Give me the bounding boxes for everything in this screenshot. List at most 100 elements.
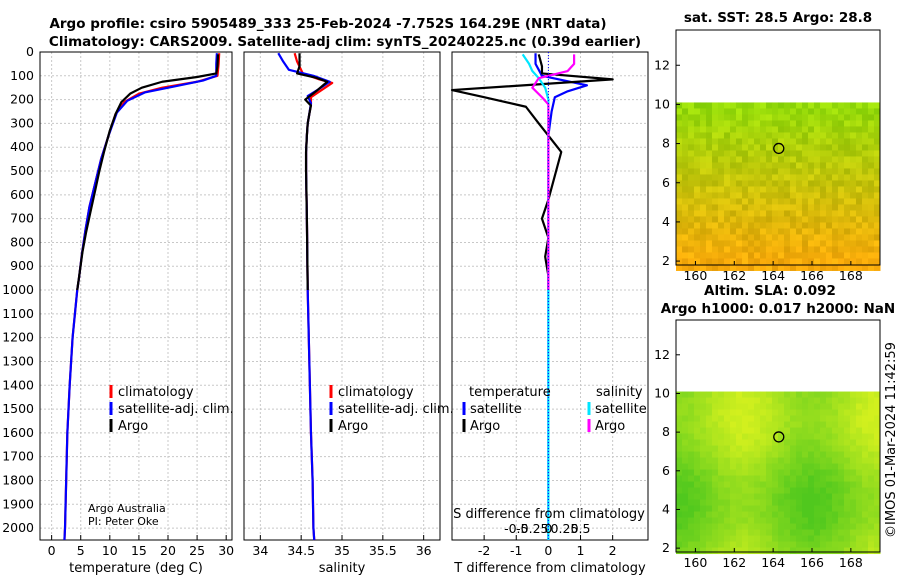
heat-cell: [778, 529, 785, 537]
heat-cell: [802, 415, 809, 423]
heat-cell: [676, 493, 683, 501]
heat-cell: [706, 505, 713, 513]
heat-cell: [742, 234, 749, 241]
heat-cell: [724, 120, 731, 127]
x-tick-label: 164: [761, 268, 785, 283]
heat-cell: [754, 180, 761, 187]
heat-cell: [820, 222, 827, 229]
heat-cell: [790, 535, 797, 543]
heat-cell: [730, 481, 737, 489]
y-tick-label: 0: [26, 44, 34, 59]
heat-cell: [784, 493, 791, 501]
heat-cell: [766, 228, 773, 235]
heat-cell: [706, 252, 713, 259]
heat-cell: [682, 210, 689, 217]
heat-cell: [826, 102, 833, 109]
x-tick-label: 30: [218, 543, 234, 558]
x-tick-label: 2: [609, 543, 617, 558]
heat-cell: [826, 114, 833, 121]
heat-cell: [718, 463, 725, 471]
credit-line2: PI: Peter Oke: [88, 515, 159, 528]
heat-cell: [826, 475, 833, 483]
heat-cell: [772, 445, 779, 453]
heat-cell: [808, 445, 815, 453]
heat-cell: [736, 523, 743, 531]
heat-cell: [820, 409, 827, 417]
heat-cell: [706, 403, 713, 411]
heat-cell: [820, 397, 827, 405]
heat-cell: [766, 439, 773, 447]
heat-cell: [784, 457, 791, 465]
heat-cell: [850, 114, 857, 121]
heat-cell: [856, 198, 863, 205]
x-tick-label: 15: [131, 543, 147, 558]
heat-cell: [676, 409, 683, 417]
heat-cell: [826, 547, 833, 555]
heat-cell: [700, 487, 707, 495]
heat-cell: [790, 126, 797, 133]
heat-cell: [712, 156, 719, 163]
heat-cell: [718, 192, 725, 199]
heat-cell: [730, 409, 737, 417]
heat-cell: [862, 427, 869, 435]
heat-cell: [694, 210, 701, 217]
heat-cell: [676, 535, 683, 543]
heat-cell: [766, 210, 773, 217]
heat-cell: [718, 415, 725, 423]
heat-cell: [802, 523, 809, 531]
heat-cell: [772, 499, 779, 507]
heat-cell: [760, 102, 767, 109]
heat-cell: [820, 541, 827, 549]
heat-cell: [778, 391, 785, 399]
y-tick-label: 400: [10, 139, 34, 154]
heat-cell: [850, 252, 857, 259]
heat-cell: [832, 529, 839, 537]
heat-cell: [838, 457, 845, 465]
heat-cell: [838, 427, 845, 435]
heat-cell: [748, 210, 755, 217]
heat-cell: [682, 234, 689, 241]
heat-cell: [694, 433, 701, 441]
heat-cell: [856, 547, 863, 555]
heat-cell: [838, 475, 845, 483]
heat-cell: [706, 120, 713, 127]
heat-cell: [706, 102, 713, 109]
heat-cell: [766, 234, 773, 241]
heat-cell: [838, 487, 845, 495]
heat-cell: [772, 198, 779, 205]
heat-cell: [802, 186, 809, 193]
heat-cell: [850, 499, 857, 507]
heat-cell: [862, 403, 869, 411]
heat-cell: [736, 481, 743, 489]
heat-cell: [724, 511, 731, 519]
heat-cell: [820, 433, 827, 441]
heat-cell: [718, 198, 725, 205]
heat-cell: [688, 409, 695, 417]
heat-cell: [820, 126, 827, 133]
heat-cell: [838, 445, 845, 453]
heat-cell: [808, 481, 815, 489]
heat-cell: [748, 246, 755, 253]
heat-cell: [814, 138, 821, 145]
heat-cell: [820, 216, 827, 223]
heat-cell: [676, 445, 683, 453]
heat-cell: [790, 162, 797, 169]
heat-cell: [724, 523, 731, 531]
heat-cell: [706, 547, 713, 555]
y-tick-label: 900: [10, 258, 34, 273]
heat-cell: [826, 523, 833, 531]
x-tick-label: 10: [102, 543, 118, 558]
heat-cell: [760, 529, 767, 537]
heat-cell: [790, 415, 797, 423]
heat-cell: [838, 216, 845, 223]
series-line-t-satellite: [534, 53, 589, 540]
heat-cell: [784, 517, 791, 525]
heat-cell: [748, 391, 755, 399]
heat-cell: [850, 108, 857, 115]
heat-cell: [856, 234, 863, 241]
heat-cell: [760, 493, 767, 501]
heat-cell: [742, 222, 749, 229]
heat-cell: [796, 216, 803, 223]
heat-cell: [706, 493, 713, 501]
heat-cell: [814, 541, 821, 549]
